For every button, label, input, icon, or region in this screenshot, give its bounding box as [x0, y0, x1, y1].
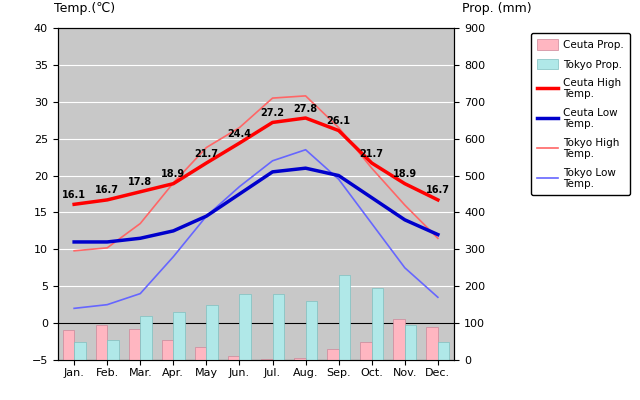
Text: 18.9: 18.9 — [161, 169, 186, 179]
Text: Prop. (mm): Prop. (mm) — [462, 2, 532, 15]
Bar — [206, 305, 218, 360]
Bar — [261, 359, 273, 360]
Text: 24.4: 24.4 — [227, 129, 252, 139]
Bar — [426, 327, 438, 360]
Bar — [140, 316, 152, 360]
Bar — [107, 340, 119, 360]
Text: 26.1: 26.1 — [326, 116, 351, 126]
Bar — [129, 329, 140, 360]
Bar — [173, 312, 185, 360]
Bar — [63, 330, 74, 360]
Bar — [228, 356, 239, 360]
Bar — [339, 275, 350, 360]
Bar — [294, 358, 306, 360]
Text: 27.2: 27.2 — [260, 108, 285, 118]
Bar — [239, 294, 251, 360]
Text: 16.7: 16.7 — [95, 186, 119, 196]
Bar — [372, 288, 383, 360]
Text: 21.7: 21.7 — [360, 148, 384, 158]
Bar — [393, 320, 404, 360]
Bar — [404, 325, 417, 360]
Legend: Ceuta Prop., Tokyo Prop., Ceuta High
Temp., Ceuta Low
Temp., Tokyo High
Temp., T: Ceuta Prop., Tokyo Prop., Ceuta High Tem… — [531, 33, 630, 196]
Text: Temp.(℃): Temp.(℃) — [54, 2, 115, 15]
Text: 17.8: 17.8 — [128, 177, 152, 187]
Text: 16.1: 16.1 — [62, 190, 86, 200]
Bar — [162, 340, 173, 360]
Bar — [195, 347, 206, 360]
Bar — [74, 342, 86, 360]
Bar — [273, 294, 284, 360]
Text: 18.9: 18.9 — [393, 169, 417, 179]
Bar — [327, 349, 339, 360]
Text: 21.7: 21.7 — [195, 148, 218, 158]
Text: 16.7: 16.7 — [426, 186, 450, 196]
Text: 27.8: 27.8 — [294, 104, 317, 114]
Bar — [306, 301, 317, 360]
Bar — [438, 342, 449, 360]
Bar — [360, 342, 372, 360]
Bar — [95, 325, 107, 360]
